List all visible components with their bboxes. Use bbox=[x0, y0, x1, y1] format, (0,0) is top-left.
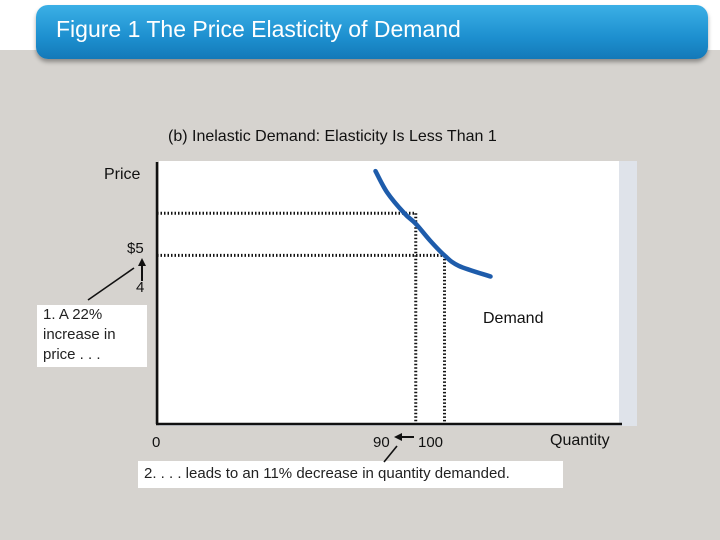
x-tick-label-100: 100 bbox=[418, 434, 444, 451]
slide-title: Figure 1 The Price Elasticity of Demand bbox=[56, 16, 461, 42]
slide-title-bar bbox=[36, 5, 708, 59]
quantity-change-annotation-text: 2. . . . leads to an 11% decrease in qua… bbox=[144, 465, 510, 482]
quantity-annotation-pointer bbox=[383, 445, 398, 463]
price-annotation-pointer bbox=[87, 267, 135, 301]
y-axis-label: Price bbox=[104, 166, 141, 183]
y-tick-label-4: 4 bbox=[136, 279, 145, 296]
origin-label: 0 bbox=[152, 434, 161, 451]
y-tick-label-5: $5 bbox=[127, 240, 144, 257]
demand-curve bbox=[373, 168, 493, 279]
quantity-change-annotation: 2. . . . leads to an 11% decrease in qua… bbox=[138, 461, 563, 488]
demand-curve-label: Demand bbox=[483, 310, 544, 327]
price-change-annotation-text: 1. A 22% increase in price . . . bbox=[43, 306, 116, 363]
price-change-annotation: 1. A 22% increase in price . . . bbox=[37, 305, 147, 367]
guide-lines bbox=[157, 211, 446, 424]
x-axis-label: Quantity bbox=[550, 432, 610, 449]
chart-title: (b) Inelastic Demand: Elasticity Is Less… bbox=[168, 128, 497, 145]
x-tick-label-90: 90 bbox=[373, 434, 390, 451]
plot-area bbox=[159, 161, 619, 423]
